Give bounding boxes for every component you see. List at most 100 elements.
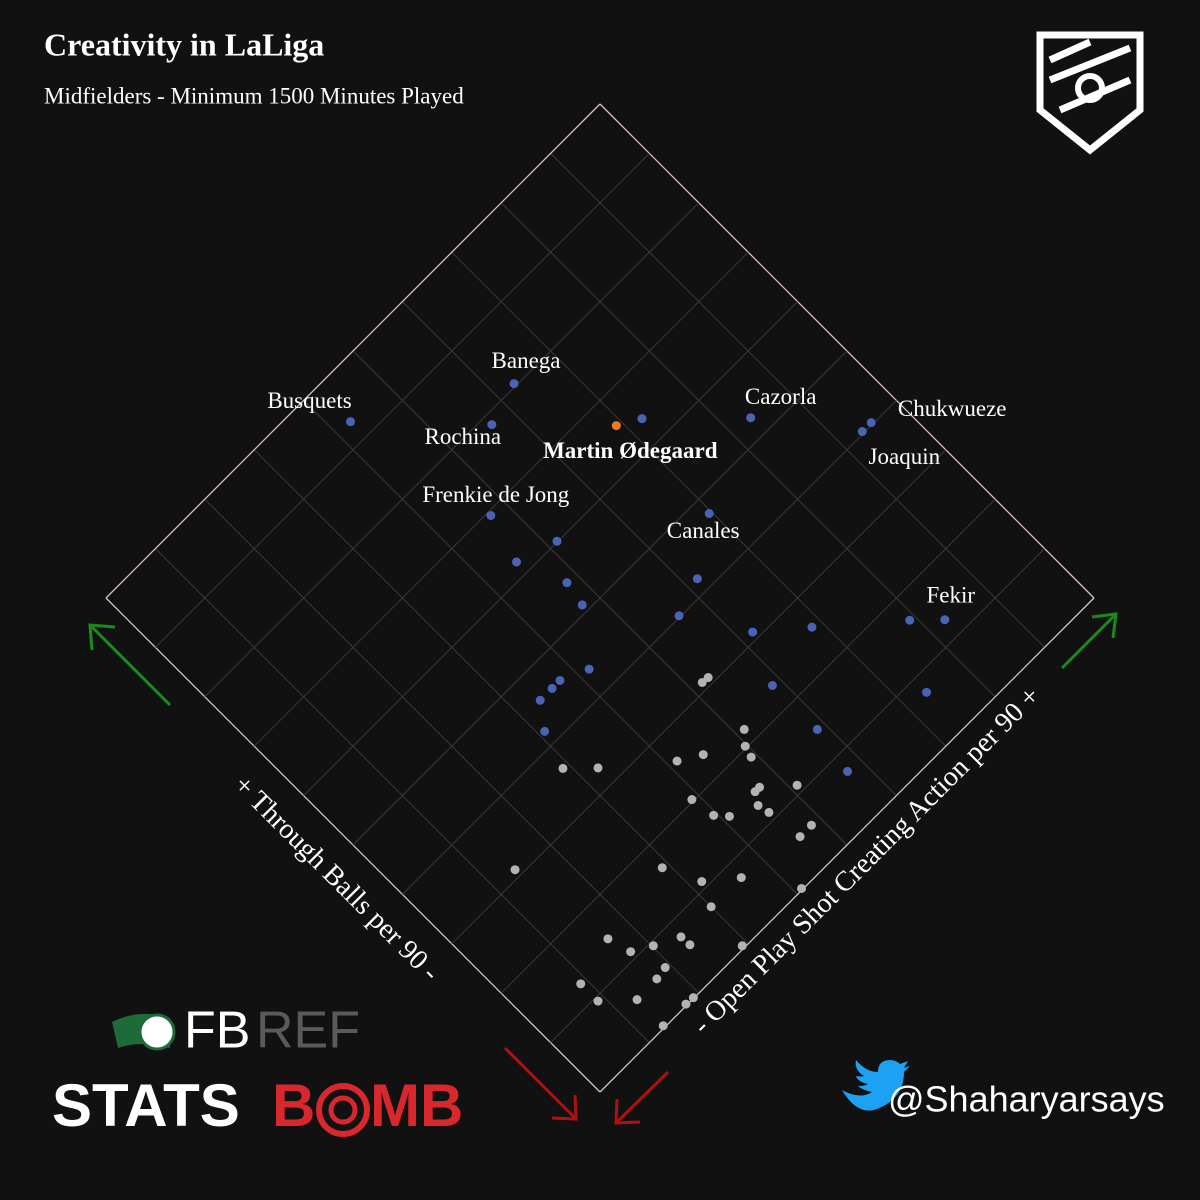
point <box>611 421 621 431</box>
point <box>603 934 613 944</box>
point <box>698 750 708 760</box>
point <box>692 574 702 584</box>
point <box>657 863 667 873</box>
point <box>681 999 691 1009</box>
point-label: Joaquin <box>869 444 941 469</box>
point <box>648 941 658 951</box>
point <box>632 995 642 1005</box>
point <box>547 683 557 693</box>
point <box>535 695 545 705</box>
point-label: Busquets <box>267 388 351 413</box>
red-arrows <box>503 1046 670 1125</box>
point <box>552 536 562 546</box>
grid-line <box>451 449 947 945</box>
logo-text: STATS <box>52 1072 240 1139</box>
point <box>703 673 713 683</box>
point <box>562 578 572 588</box>
point <box>697 677 707 687</box>
point <box>697 877 707 887</box>
point <box>724 811 734 821</box>
point <box>792 780 802 790</box>
point-label: Martin Ødegaard <box>543 438 718 463</box>
point <box>685 940 695 950</box>
grid-line <box>550 548 1045 1043</box>
grid-line <box>303 301 798 796</box>
point <box>486 511 496 521</box>
point <box>555 675 565 685</box>
point <box>346 417 356 427</box>
point <box>540 726 550 736</box>
grid-line <box>204 202 700 698</box>
point <box>487 420 497 430</box>
grid-line <box>253 251 749 747</box>
point <box>674 611 684 621</box>
arrows <box>88 612 1118 1125</box>
point <box>687 795 697 805</box>
point <box>512 557 522 567</box>
grid-line <box>599 597 1095 1093</box>
point <box>676 932 686 942</box>
point <box>739 724 749 734</box>
green-arrows <box>88 612 1118 707</box>
point <box>797 883 807 893</box>
point <box>806 820 816 830</box>
logo-text: REF <box>256 1002 360 1060</box>
point <box>748 627 758 637</box>
point-label: Chukwueze <box>898 396 1007 421</box>
grid-line <box>105 103 601 599</box>
point-label: Canales <box>667 518 740 543</box>
point <box>746 413 756 423</box>
point <box>577 600 587 610</box>
point <box>558 763 568 773</box>
point <box>576 979 586 989</box>
point <box>652 974 662 984</box>
grid-line <box>352 350 848 846</box>
point <box>740 741 750 751</box>
point <box>940 615 950 625</box>
grid-line <box>402 400 897 895</box>
points <box>346 379 950 1031</box>
logo-text: FB <box>184 1002 250 1060</box>
point <box>704 509 714 519</box>
point <box>737 941 747 951</box>
point <box>584 664 594 674</box>
point <box>672 756 682 766</box>
logo-text: B <box>272 1072 315 1139</box>
twitter-icon <box>842 1060 910 1111</box>
point <box>807 622 817 632</box>
point <box>706 902 716 912</box>
chart-title: Creativity in LaLiga <box>44 26 324 62</box>
point <box>509 379 519 389</box>
point <box>593 996 603 1006</box>
point-label: Banega <box>492 348 561 373</box>
point <box>866 418 876 428</box>
league-logo <box>1036 31 1144 155</box>
point <box>746 752 756 762</box>
point <box>922 687 932 697</box>
point-label: Rochina <box>424 424 501 449</box>
logo-text: MB <box>370 1072 463 1139</box>
point <box>709 810 719 820</box>
point <box>660 963 670 973</box>
point <box>795 832 805 842</box>
point <box>767 680 777 690</box>
point <box>736 873 746 883</box>
grid-line <box>155 153 650 648</box>
credit: @Shaharyarsays <box>888 1079 1165 1120</box>
point <box>658 1021 668 1031</box>
point <box>753 800 763 810</box>
point <box>637 414 647 424</box>
point <box>626 947 636 957</box>
point <box>905 615 915 625</box>
chart-subtitle: Midfielders - Minimum 1500 Minutes Playe… <box>44 83 464 108</box>
point <box>688 993 698 1003</box>
point <box>812 724 822 734</box>
point <box>842 766 852 776</box>
point-label: Fekir <box>926 583 975 608</box>
statsbomb-logo: STATS B MB <box>52 1072 463 1139</box>
point <box>764 807 774 817</box>
point-label: Frenkie de Jong <box>422 482 569 507</box>
point <box>857 427 867 437</box>
